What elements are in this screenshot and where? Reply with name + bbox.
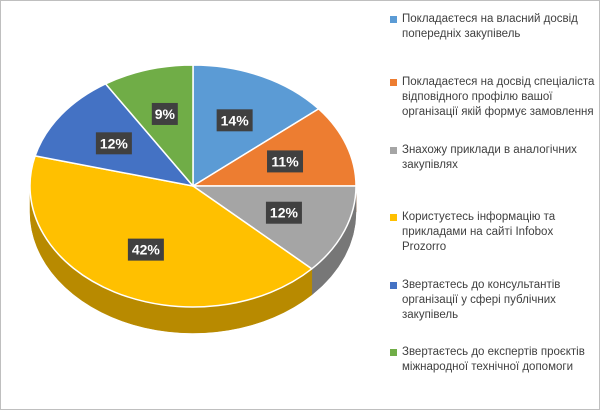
- legend-label: Знахожу приклади в аналогічних закупівля…: [402, 144, 577, 171]
- data-label-box: [95, 132, 132, 155]
- data-label-box: [127, 238, 164, 261]
- data-label-0: 14%: [216, 109, 253, 132]
- data-label-box: [216, 109, 253, 132]
- legend-item-own-experience: Покладаєтеся на власний досвід попередні…: [390, 12, 598, 42]
- data-label-4: 12%: [95, 132, 132, 155]
- pie-chart: 14% 11% 12% 42% 12% 9%: [29, 64, 357, 334]
- data-label-5: 9%: [151, 102, 178, 125]
- legend-label: Користуєтесь інформацію та прикладами на…: [402, 211, 556, 253]
- legend-item-technical-assistance-experts: Звертаєтесь до експертів проєктів міжнар…: [390, 345, 598, 375]
- data-label-3: 42%: [127, 238, 164, 261]
- data-label-2: 12%: [265, 201, 302, 224]
- legend-swatch: [390, 16, 397, 23]
- data-label-text: 9%: [155, 106, 176, 122]
- pie-slice-1: [192, 108, 357, 187]
- legend-item-specialist-experience: Покладаєтеся на досвід спеціаліста відпо…: [390, 75, 598, 120]
- legend-swatch: [390, 147, 397, 154]
- pie-slice-3: [29, 155, 313, 308]
- legend-swatch: [390, 282, 397, 289]
- data-label-box: [265, 201, 302, 224]
- data-label-box: [151, 102, 178, 125]
- pie-data-labels: 14% 11% 12% 42% 12% 9%: [95, 102, 304, 261]
- legend-label: Звертаєтесь до експертів проєктів міжнар…: [402, 346, 585, 373]
- pie-slice-0: [192, 64, 320, 187]
- pie-slice-2: [192, 185, 357, 270]
- data-label-text: 42%: [132, 242, 161, 258]
- legend-label: Покладаєтеся на досвід спеціаліста відпо…: [402, 76, 595, 118]
- data-label-1: 11%: [267, 150, 304, 173]
- data-label-text: 12%: [270, 205, 299, 221]
- data-label-box: [267, 150, 304, 173]
- legend-swatch: [390, 214, 397, 221]
- data-label-text: 12%: [100, 135, 129, 151]
- legend-item-infobox-prozorro: Користуєтесь інформацію та прикладами на…: [390, 210, 598, 255]
- chart-legend: Покладаєтеся на власний досвід попередні…: [382, 0, 598, 408]
- pie-slices: [29, 64, 357, 308]
- pie-slice-5: [104, 64, 194, 187]
- legend-label: Покладаєтеся на власний досвід попередні…: [402, 13, 578, 40]
- legend-swatch: [390, 79, 397, 86]
- legend-item-similar-procurements: Знахожу приклади в аналогічних закупівля…: [390, 143, 598, 173]
- data-label-text: 14%: [221, 112, 250, 128]
- legend-swatch: [390, 349, 397, 356]
- data-label-text: 11%: [271, 153, 299, 169]
- legend-label: Звертаєтесь до консультантів організації…: [402, 279, 561, 321]
- legend-item-consultants: Звертаєтесь до консультантів організації…: [390, 278, 598, 323]
